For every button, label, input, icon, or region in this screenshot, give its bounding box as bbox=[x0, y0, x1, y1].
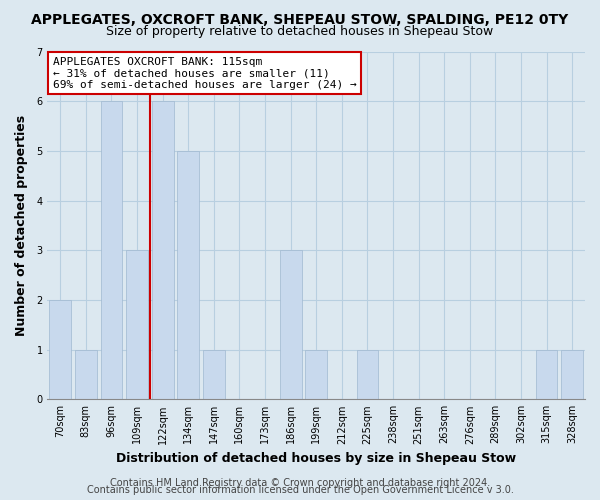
Text: APPLEGATES OXCROFT BANK: 115sqm
← 31% of detached houses are smaller (11)
69% of: APPLEGATES OXCROFT BANK: 115sqm ← 31% of… bbox=[53, 56, 356, 90]
Text: Contains public sector information licensed under the Open Government Licence v : Contains public sector information licen… bbox=[86, 485, 514, 495]
X-axis label: Distribution of detached houses by size in Shepeau Stow: Distribution of detached houses by size … bbox=[116, 452, 516, 465]
Bar bbox=[536, 350, 557, 400]
Bar bbox=[203, 350, 225, 400]
Text: Contains HM Land Registry data © Crown copyright and database right 2024.: Contains HM Land Registry data © Crown c… bbox=[110, 478, 490, 488]
Text: Size of property relative to detached houses in Shepeau Stow: Size of property relative to detached ho… bbox=[106, 25, 494, 38]
Bar bbox=[101, 101, 122, 400]
Bar bbox=[356, 350, 378, 400]
Bar bbox=[178, 151, 199, 400]
Bar bbox=[49, 300, 71, 400]
Y-axis label: Number of detached properties: Number of detached properties bbox=[15, 115, 28, 336]
Text: APPLEGATES, OXCROFT BANK, SHEPEAU STOW, SPALDING, PE12 0TY: APPLEGATES, OXCROFT BANK, SHEPEAU STOW, … bbox=[31, 12, 569, 26]
Bar bbox=[152, 101, 173, 400]
Bar bbox=[280, 250, 302, 400]
Bar bbox=[305, 350, 327, 400]
Bar bbox=[75, 350, 97, 400]
Bar bbox=[562, 350, 583, 400]
Bar bbox=[126, 250, 148, 400]
